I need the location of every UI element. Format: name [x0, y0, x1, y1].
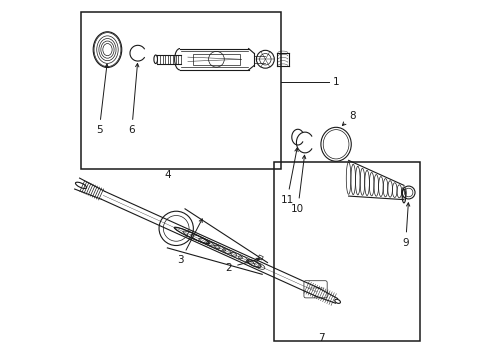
- Bar: [193, 54, 240, 64]
- Text: 9: 9: [402, 203, 410, 248]
- Text: 4: 4: [165, 170, 172, 180]
- Bar: [273, 162, 420, 341]
- Text: 10: 10: [292, 155, 306, 213]
- Text: 8: 8: [343, 111, 355, 126]
- Text: 3: 3: [177, 219, 202, 265]
- Bar: [81, 12, 281, 169]
- Text: 5: 5: [96, 64, 108, 135]
- Text: 7: 7: [318, 333, 325, 343]
- Text: 2: 2: [225, 258, 260, 273]
- Text: 11: 11: [281, 148, 298, 204]
- Text: 6: 6: [128, 63, 139, 135]
- Bar: [258, 255, 263, 260]
- Text: 1: 1: [333, 77, 339, 87]
